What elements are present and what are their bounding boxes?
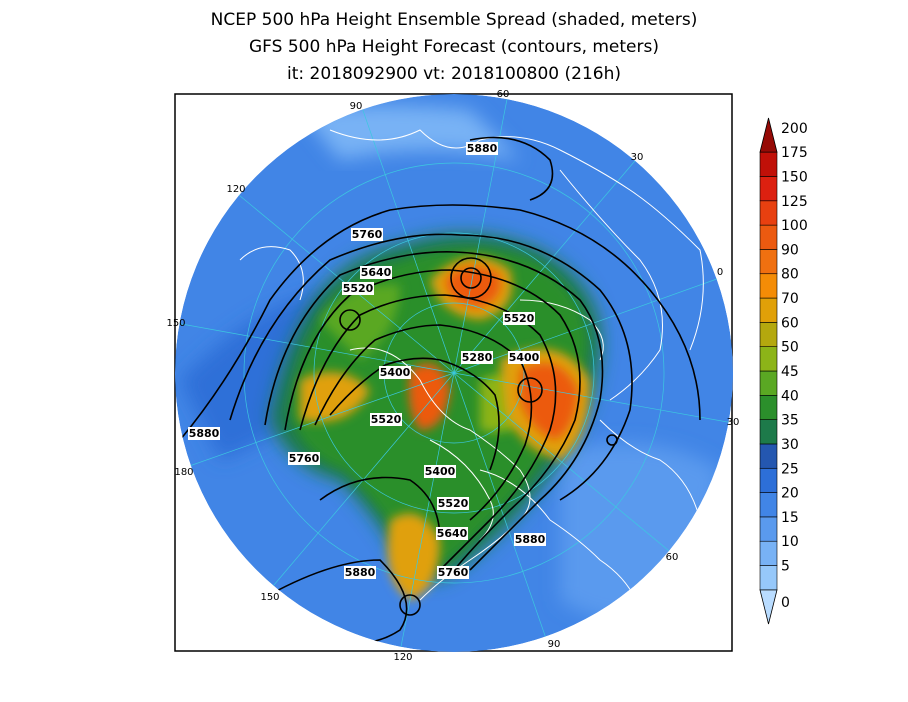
- colorbar-tick-label: 15: [781, 510, 799, 526]
- contour-label: 5520: [343, 282, 374, 295]
- contour-label: 5520: [438, 497, 469, 510]
- colorbar-tick-label: 60: [781, 315, 799, 331]
- coastlines: [239, 129, 704, 611]
- colorbar-tick-label: 30: [781, 437, 799, 453]
- colorbar-swatch: [759, 419, 778, 445]
- colorbar-tick-label: 5: [781, 559, 790, 575]
- colorbar-swatch: [759, 151, 778, 177]
- lon-label: 150: [166, 318, 185, 329]
- lon-label: 60: [497, 89, 510, 100]
- contour-label: 5640: [361, 266, 392, 279]
- colorbar-tick-label: 80: [781, 267, 799, 283]
- contour-label: 5880: [189, 427, 220, 440]
- colorbar-swatch: [759, 346, 778, 372]
- colorbar-tick-label: 35: [781, 413, 799, 429]
- colorbar-swatch: [759, 322, 778, 347]
- title-line-2: GFS 500 hPa Height Forecast (contours, m…: [249, 37, 659, 57]
- lon-label: 120: [226, 184, 245, 195]
- contour-label: 5760: [438, 566, 469, 579]
- lon-label: 90: [350, 101, 363, 112]
- colorbar-swatch: [759, 565, 778, 591]
- colorbar: 0 5 10 15 20 25 30 35 40 45 50 60 70 80 90 100 125 150 175…: [759, 117, 808, 625]
- colorbar-swatch: [759, 492, 778, 518]
- colorbar-swatch: [759, 273, 778, 299]
- lon-label: 120: [393, 652, 412, 663]
- colorbar-tick-label: 125: [781, 194, 808, 210]
- colorbar-swatch: [759, 117, 778, 153]
- colorbar-swatch: [759, 395, 778, 420]
- colorbar-tick-label: 50: [781, 340, 799, 356]
- lon-label: 180: [174, 467, 193, 478]
- colorbar-tick-label: 20: [781, 486, 799, 502]
- contour-label: 5280: [462, 351, 493, 364]
- title-line-1: NCEP 500 hPa Height Ensemble Spread (sha…: [210, 10, 698, 30]
- contour-label: 5640: [437, 527, 468, 540]
- colorbar-swatch: [759, 249, 778, 275]
- contour-label: 5400: [509, 351, 540, 364]
- colorbar-swatch: [759, 297, 778, 323]
- contour-label: 5520: [504, 312, 535, 325]
- contour-label: 5880: [345, 566, 376, 579]
- contour-label: 5880: [515, 533, 546, 546]
- colorbar-swatch: [759, 516, 778, 542]
- latlon-grid: [175, 94, 733, 652]
- colorbar-tick-label: 70: [781, 291, 799, 307]
- colorbar-tick-label: 40: [781, 388, 799, 404]
- lon-label: 0: [717, 267, 723, 278]
- colorbar-tick-label: 150: [781, 169, 808, 185]
- colorbar-tick-label: 200: [781, 121, 808, 137]
- contour-label: 5400: [380, 366, 411, 379]
- title-line-3: it: 2018092900 vt: 2018100800 (216h): [287, 64, 621, 84]
- lon-label: 60: [666, 552, 679, 563]
- colorbar-swatch: [759, 443, 778, 469]
- contour-label: 5760: [289, 452, 320, 465]
- contour-label: 5880: [467, 142, 498, 155]
- colorbar-tick-label: 25: [781, 461, 799, 477]
- lon-label: 90: [548, 639, 561, 650]
- colorbar-swatch: [759, 467, 778, 493]
- colorbar-swatch: [759, 224, 778, 250]
- colorbar-tick-label: 0: [781, 595, 790, 611]
- height-contours: [179, 136, 701, 645]
- colorbar-tick-label: 45: [781, 364, 799, 380]
- colorbar-swatch: [759, 176, 778, 202]
- colorbar-tick-label: 90: [781, 242, 799, 258]
- contour-label: 5520: [371, 413, 402, 426]
- colorbar-tick-label: 175: [781, 145, 808, 161]
- colorbar-tick-label: 10: [781, 534, 799, 550]
- colorbar-tick-label: 100: [781, 218, 808, 234]
- colorbar-swatch: [759, 589, 778, 625]
- contour-labels: 5880 5760 5640 5520 5520 5400 5280 5400 …: [188, 142, 546, 579]
- colorbar-swatch: [759, 200, 778, 226]
- colorbar-swatch: [759, 540, 778, 566]
- colorbar-swatch: [759, 370, 778, 396]
- lon-label: 30: [631, 152, 644, 163]
- contour-label: 5400: [425, 465, 456, 478]
- lon-label: 30: [727, 417, 740, 428]
- longitude-labels: 60 30 0 30 60 90 120 150 180 150 120 90: [166, 89, 739, 663]
- lon-label: 150: [260, 592, 279, 603]
- contour-label: 5760: [352, 228, 383, 241]
